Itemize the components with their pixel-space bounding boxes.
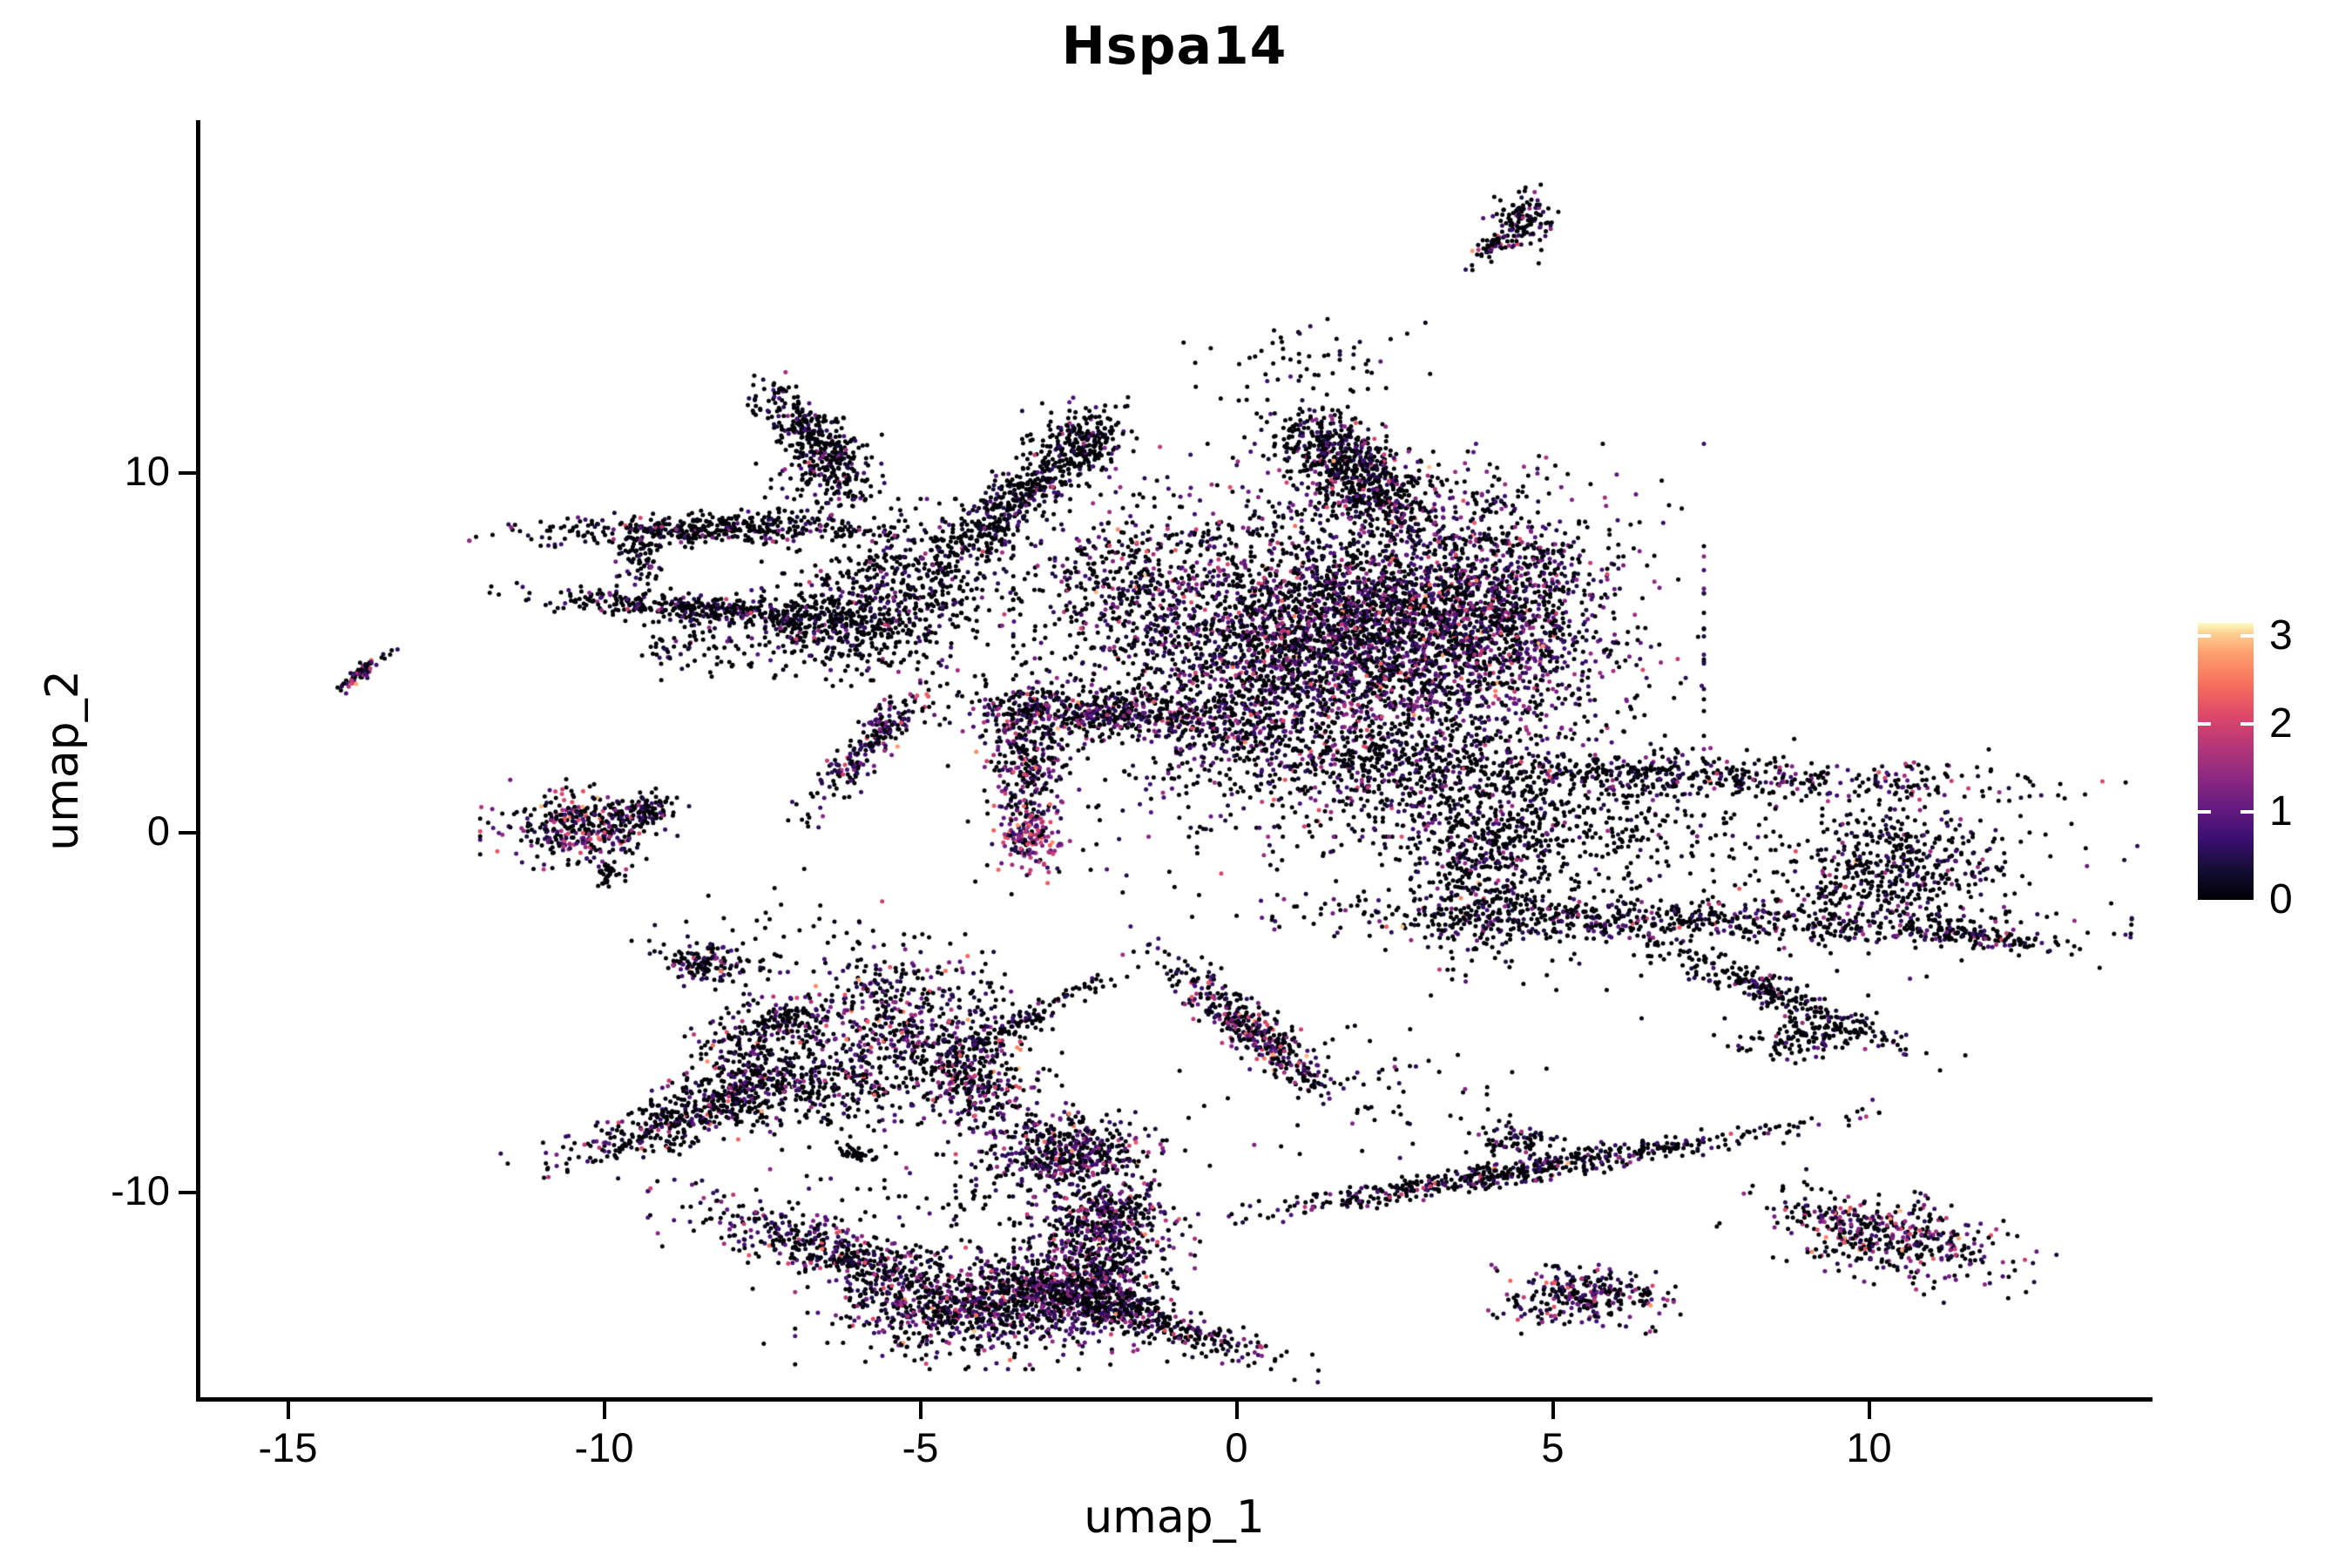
colorbar-gradient <box>2198 623 2254 900</box>
y-axis-line <box>196 120 200 1402</box>
x-tick-label: 5 <box>1541 1424 1565 1470</box>
x-axis-title: umap_1 <box>1084 1491 1265 1544</box>
x-tick <box>1551 1402 1555 1419</box>
x-tick <box>602 1402 606 1419</box>
y-tick <box>179 1191 196 1194</box>
x-tick <box>1234 1402 1239 1419</box>
colorbar-tick-label: 2 <box>2269 700 2293 747</box>
colorbar-notch <box>2240 634 2254 639</box>
x-tick <box>286 1402 290 1419</box>
y-tick-label: -10 <box>111 1167 170 1213</box>
x-tick-label: 10 <box>1846 1424 1892 1470</box>
colorbar-tick-label: 0 <box>2269 876 2293 923</box>
y-tick-label: 10 <box>124 448 170 494</box>
y-tick <box>179 831 196 835</box>
x-tick-label: -10 <box>574 1424 634 1470</box>
plot-title: Hspa14 <box>1061 16 1288 77</box>
x-tick-label: -5 <box>902 1424 939 1470</box>
colorbar-notch <box>2240 722 2254 727</box>
x-tick <box>918 1402 923 1419</box>
colorbar <box>2198 623 2254 900</box>
colorbar-notch <box>2198 634 2211 639</box>
y-tick-label: 0 <box>146 808 170 854</box>
x-tick-label: -15 <box>258 1424 318 1470</box>
colorbar-notch <box>2198 722 2211 727</box>
x-axis-line <box>196 1397 2153 1402</box>
y-tick <box>179 471 196 475</box>
x-tick-label: 0 <box>1225 1424 1248 1470</box>
x-tick <box>1867 1402 1871 1419</box>
colorbar-tick-label: 3 <box>2269 612 2293 659</box>
y-axis-title: umap_2 <box>37 670 89 851</box>
colorbar-notch <box>2198 810 2211 814</box>
colorbar-notch <box>2240 810 2254 814</box>
colorbar-tick-label: 1 <box>2269 788 2293 835</box>
